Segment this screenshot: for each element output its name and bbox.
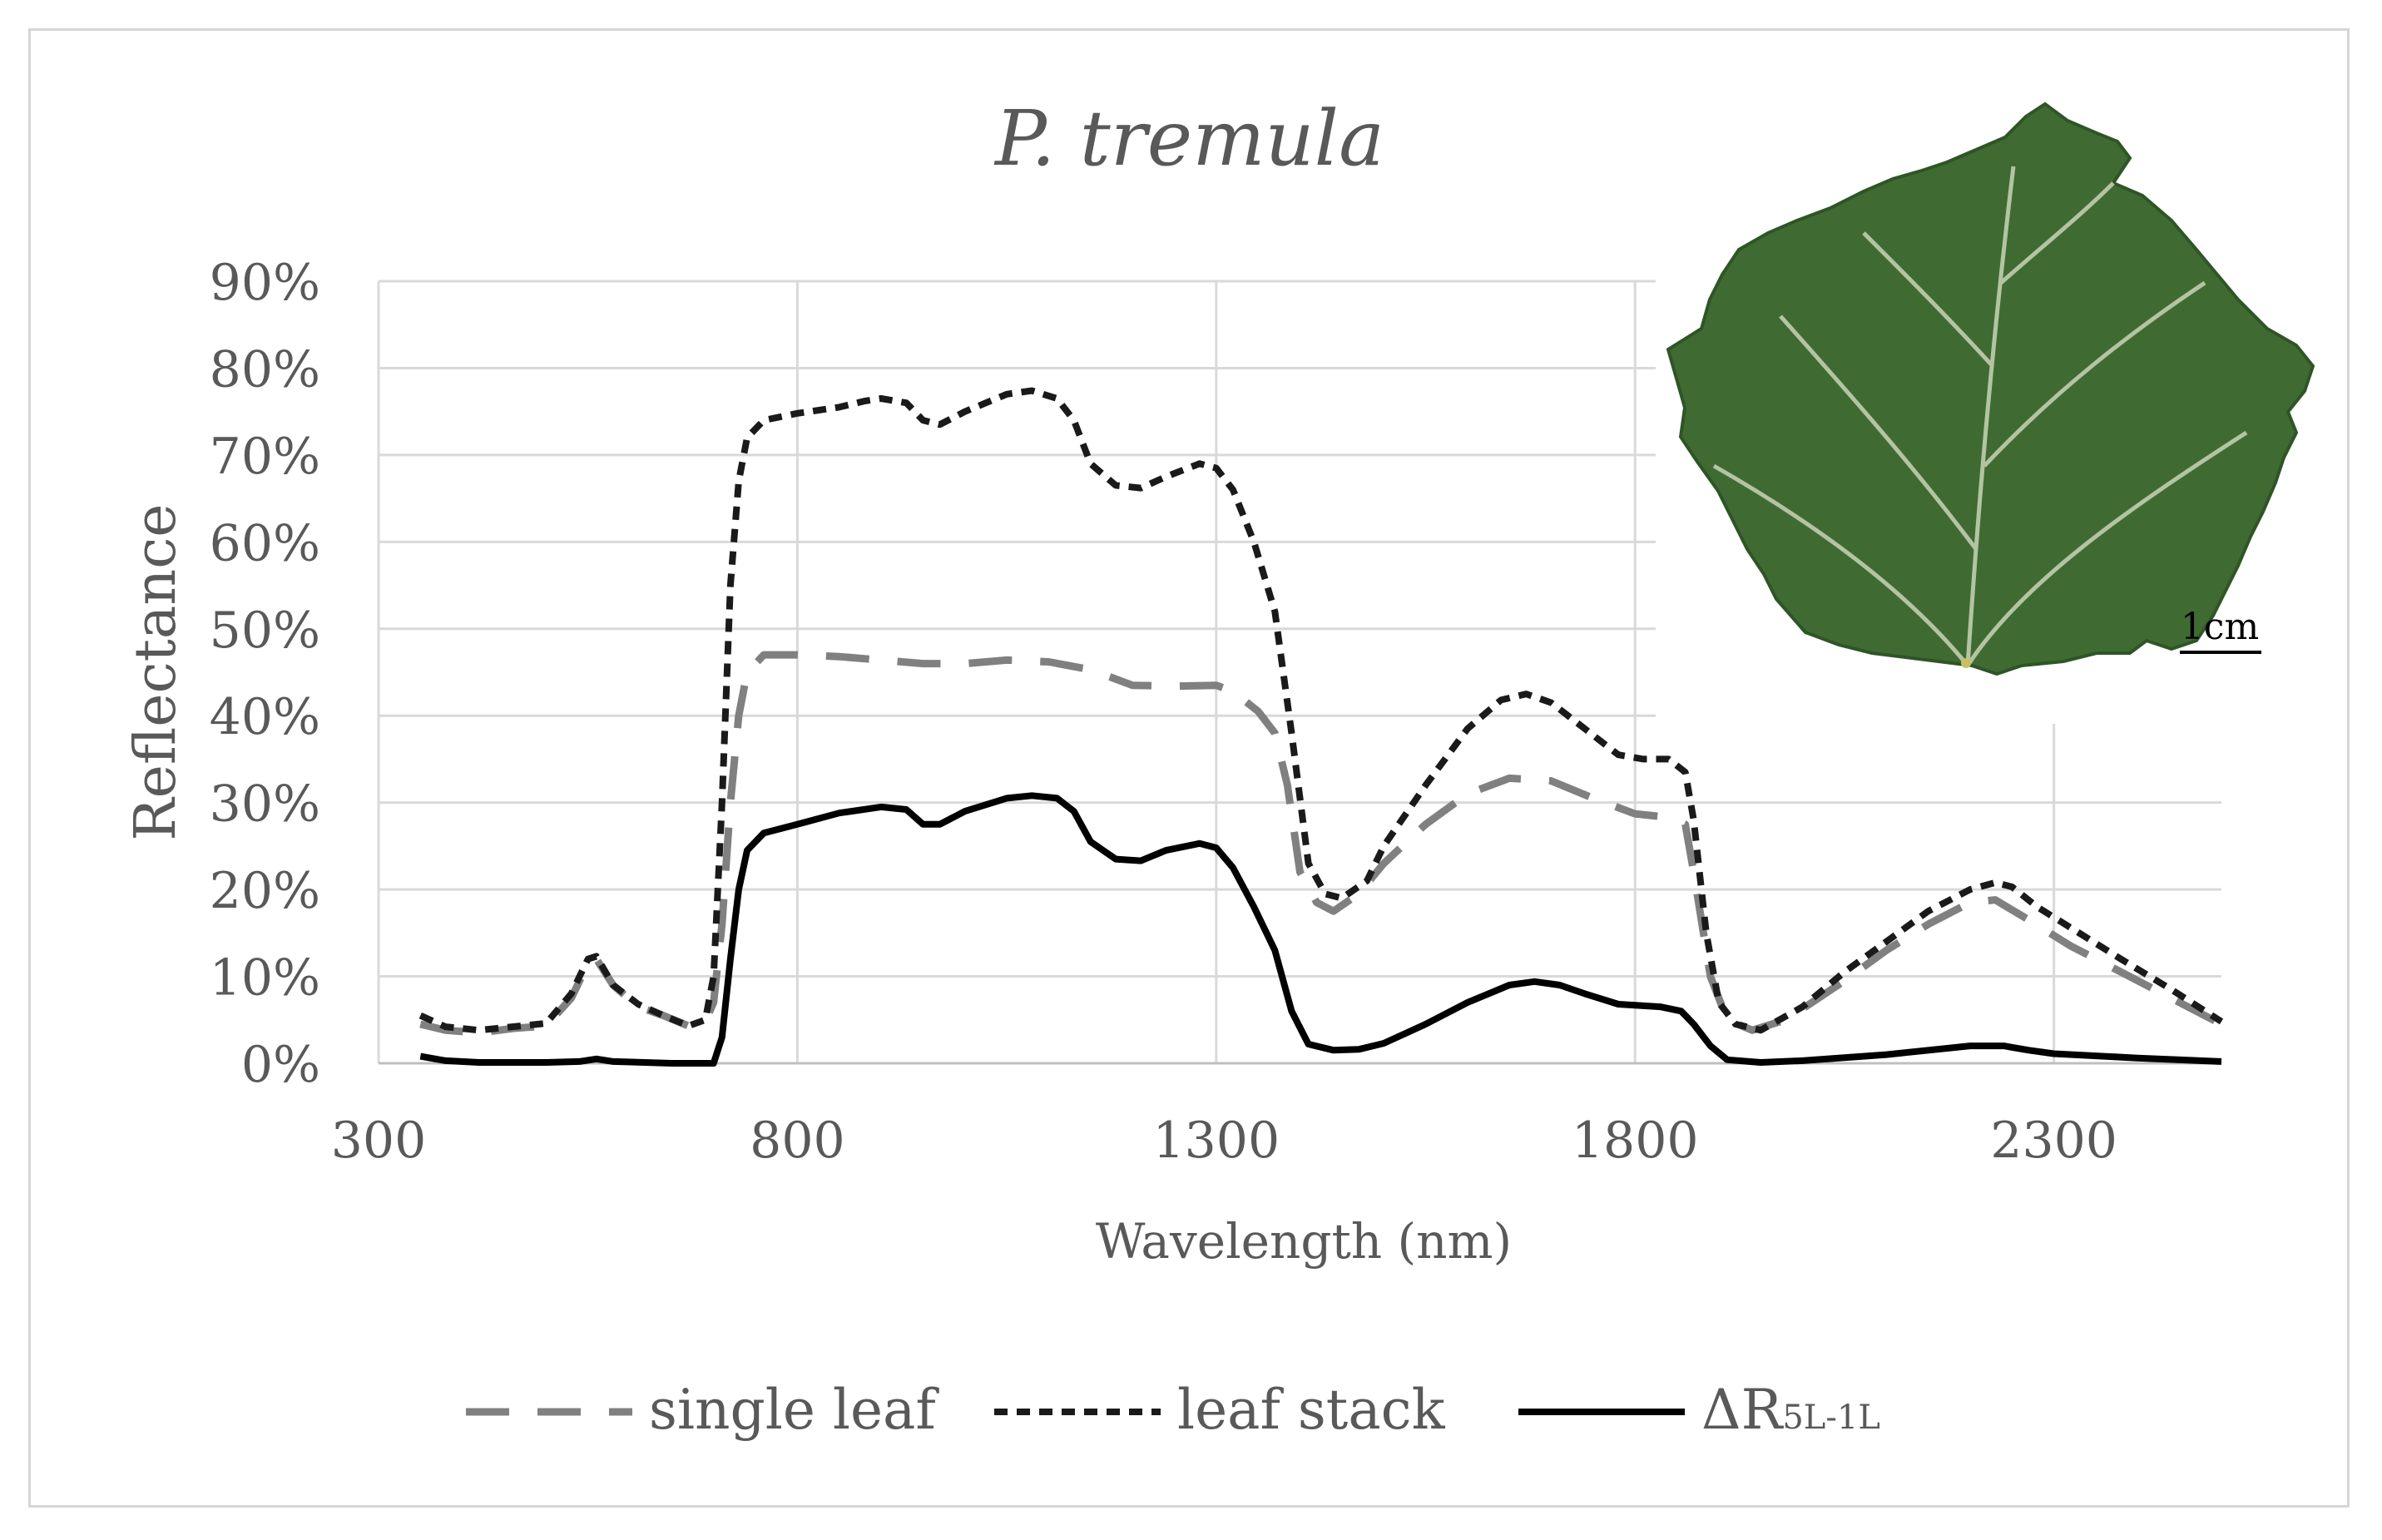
x-tick-label: 1300 xyxy=(1152,1112,1280,1170)
leaf-veins xyxy=(1712,166,2248,667)
scale-bar-label: 1cm xyxy=(2181,606,2259,648)
legend-label: ΔR5L-1L xyxy=(1701,1378,1880,1442)
series-layer xyxy=(418,387,2224,1067)
y-tick-label: 70% xyxy=(210,428,320,486)
y-tick-label: 50% xyxy=(210,602,320,660)
y-tick-label: 80% xyxy=(210,340,320,399)
x-tick-label: 1800 xyxy=(1572,1112,1699,1170)
x-tick-label: 300 xyxy=(331,1112,427,1170)
y-tick-label: 0% xyxy=(241,1036,320,1094)
legend-label: leaf stack xyxy=(1177,1378,1446,1442)
legend-label: single leaf xyxy=(649,1378,939,1442)
y-axis-label: Reflectance xyxy=(123,503,189,840)
series-line-solid xyxy=(419,792,2222,1067)
series-line-long-dash xyxy=(419,651,2224,1037)
leaf-inset-image: 1cm xyxy=(1656,92,2338,724)
legend-label-subscript: 5L-1L xyxy=(1782,1399,1880,1437)
y-tick-label: 60% xyxy=(210,514,320,572)
x-axis-label: Wavelength (nm) xyxy=(1096,1213,1512,1270)
x-tick-label: 2300 xyxy=(1990,1112,2117,1170)
y-tick-label: 20% xyxy=(210,862,320,920)
y-tick-labels: 0% 10% 20% 30% 40% 50% 60% 70% 80% 90% xyxy=(210,254,320,1094)
y-tick-label: 30% xyxy=(210,775,320,834)
legend-label-text: single leaf xyxy=(649,1378,939,1442)
legend-label-text: ΔR xyxy=(1701,1378,1785,1442)
series-line-short-dash xyxy=(418,387,2224,1034)
y-tick-label: 90% xyxy=(210,254,320,312)
legend: single leaf leaf stack ΔR5L-1L xyxy=(466,1378,1880,1442)
legend-label-text: leaf stack xyxy=(1177,1378,1446,1442)
x-tick-label: 800 xyxy=(750,1112,845,1170)
x-tick-labels: 300 800 1300 1800 2300 xyxy=(331,1112,2117,1170)
y-tick-label: 10% xyxy=(210,949,320,1008)
y-tick-label: 40% xyxy=(210,688,320,746)
chart-title: P. tremula xyxy=(993,94,1384,183)
